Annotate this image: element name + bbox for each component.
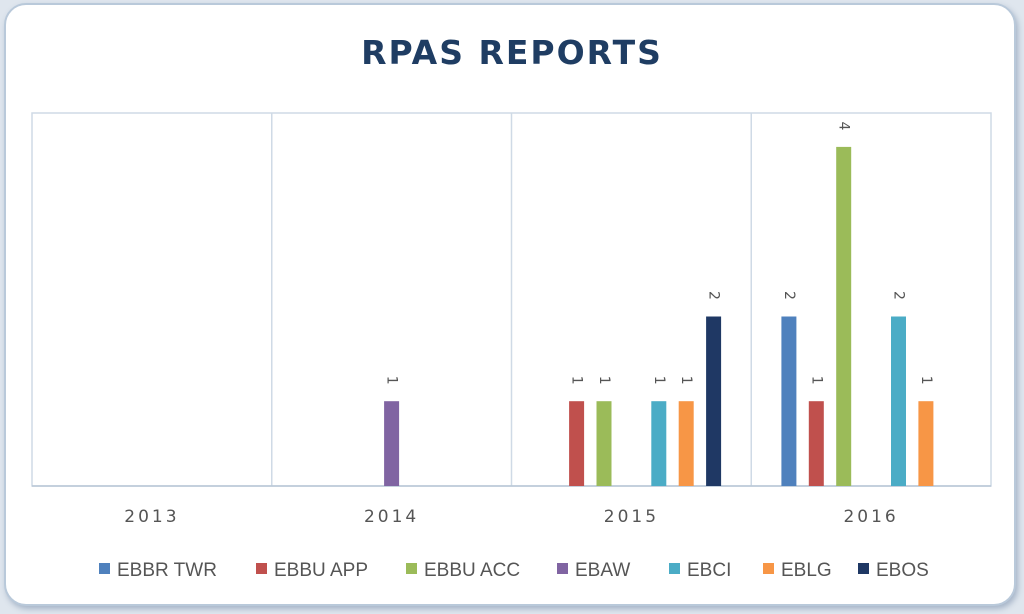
data-labels-group: 2 1 1 1 4 1 1 2 1 1 2 (384, 121, 934, 384)
data-label: 1 (808, 376, 824, 385)
legend-item: EBBU ACC (406, 560, 520, 581)
bar (596, 401, 612, 486)
bar (918, 401, 934, 486)
legend-item: EBOS (858, 560, 929, 581)
chart-title: RPAS REPORTS (361, 33, 663, 72)
legend-swatch (669, 563, 680, 574)
bar (808, 401, 824, 486)
legend-swatch (99, 563, 110, 574)
x-tick-label: 2013 (124, 507, 179, 527)
x-tick-label: 2016 (843, 507, 898, 527)
legend-item: EBCI (669, 560, 731, 581)
bar (706, 316, 722, 486)
bar (569, 401, 585, 486)
legend-label: EBOS (876, 560, 929, 581)
bar (891, 316, 906, 486)
bar (384, 401, 400, 486)
bar (781, 316, 797, 486)
data-label: 1 (569, 376, 585, 385)
bar (678, 401, 694, 486)
x-axis-tick-labels: 2013 2014 2015 2016 (124, 507, 898, 527)
legend-item: EBBU APP (256, 560, 368, 581)
legend-swatch (763, 563, 774, 574)
legend-swatch (858, 563, 869, 574)
data-label: 1 (596, 376, 612, 385)
plot-area (31, 112, 992, 487)
bars-group (384, 146, 934, 486)
data-label: 2 (781, 291, 797, 300)
legend-label: EBBU APP (274, 560, 368, 581)
legend-swatch (406, 563, 417, 574)
data-label: 2 (706, 291, 722, 300)
legend-label: EBCI (687, 560, 731, 581)
legend-swatch (256, 563, 267, 574)
data-label: 1 (384, 376, 400, 385)
legend-swatch (557, 563, 568, 574)
data-label: 1 (678, 376, 694, 385)
data-label: 4 (836, 121, 852, 130)
data-label: 1 (651, 376, 667, 385)
data-label: 2 (891, 291, 907, 300)
data-label: 1 (918, 376, 934, 385)
legend-label: EBBR TWR (117, 560, 217, 581)
legend-label: EBBU ACC (424, 560, 520, 581)
x-tick-label: 2014 (364, 507, 419, 527)
bar (836, 146, 852, 486)
x-tick-label: 2015 (604, 507, 659, 527)
legend: EBBR TWR EBBU APP EBBU ACC EBAW EBCI EBLG EBOS (99, 560, 929, 581)
legend-item: EBBR TWR (99, 560, 217, 581)
legend-item: EBLG (763, 560, 832, 581)
bar (651, 401, 667, 486)
legend-label: EBAW (575, 560, 630, 581)
legend-item: EBAW (557, 560, 630, 581)
legend-label: EBLG (781, 560, 832, 581)
